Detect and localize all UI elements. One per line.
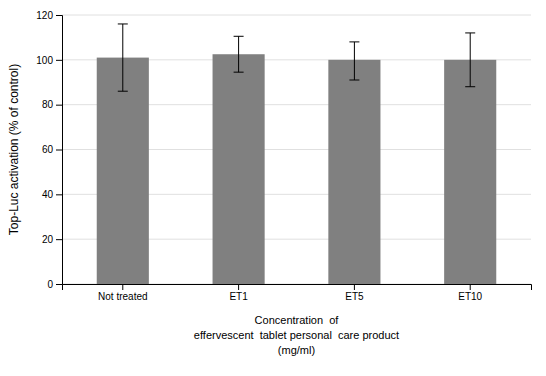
error-bar (118, 24, 128, 91)
y-tick-label: 120 (36, 10, 53, 21)
x-tick: ET10 (458, 284, 482, 302)
y-tick-label: 0 (47, 279, 53, 290)
x-axis-title: (mg/ml) (278, 344, 315, 356)
y-tick-label: 80 (42, 99, 54, 110)
bar (328, 60, 380, 284)
y-tick-label: 40 (42, 189, 54, 200)
y-tick-mark (56, 105, 62, 106)
x-tick-mark (238, 284, 239, 290)
y-tick: 120 (36, 10, 62, 21)
y-tick-mark (56, 239, 62, 240)
grid-line (62, 15, 531, 16)
y-tick: 20 (42, 234, 62, 245)
y-tick: 40 (42, 189, 62, 200)
x-tick-mark (354, 284, 355, 290)
y-axis-title: Top-Luc activation (% of control) (7, 64, 21, 235)
x-tick-mark (122, 284, 123, 290)
x-axis: Not treated ET1 ET5 ET10 (63, 284, 532, 302)
x-axis-line (63, 285, 532, 291)
y-tick-mark (56, 15, 62, 16)
x-tick-label: ET5 (345, 291, 364, 302)
y-tick-label: 60 (42, 144, 54, 155)
error-bar (465, 33, 475, 87)
plot: 0 20 40 60 80 100 120 Not treated ET1 ET5 ET10 Top-… (7, 10, 532, 356)
x-axis-title: Concentration of (255, 314, 340, 326)
y-axis: 0 20 40 60 80 100 120 (36, 10, 62, 290)
y-tick-mark (56, 194, 62, 195)
x-tick-mark (470, 284, 471, 290)
marks (97, 24, 497, 284)
x-tick: Not treated (98, 284, 147, 302)
y-tick-label: 20 (42, 234, 54, 245)
y-tick: 100 (36, 55, 62, 66)
bar (444, 60, 496, 284)
bar (213, 54, 265, 284)
grid (62, 15, 531, 284)
y-tick: 0 (47, 279, 62, 290)
y-tick: 60 (42, 144, 62, 155)
y-tick-label: 100 (36, 55, 53, 66)
error-bar (349, 42, 359, 80)
y-tick-mark (56, 284, 62, 285)
y-axis-line (56, 16, 63, 285)
chart: 0 20 40 60 80 100 120 Not treated ET1 ET5 ET10 Top-… (0, 0, 546, 376)
error-bar (234, 36, 244, 72)
x-axis-title: effervescent tablet personal care produc… (194, 329, 399, 341)
x-tick-label: Not treated (98, 291, 147, 302)
y-tick-mark (56, 150, 62, 151)
y-tick-mark (56, 60, 62, 61)
x-tick-label: ET10 (458, 291, 482, 302)
x-tick-label: ET1 (229, 291, 248, 302)
y-tick: 80 (42, 99, 62, 110)
x-tick: ET5 (345, 284, 364, 302)
x-tick: ET1 (229, 284, 248, 302)
